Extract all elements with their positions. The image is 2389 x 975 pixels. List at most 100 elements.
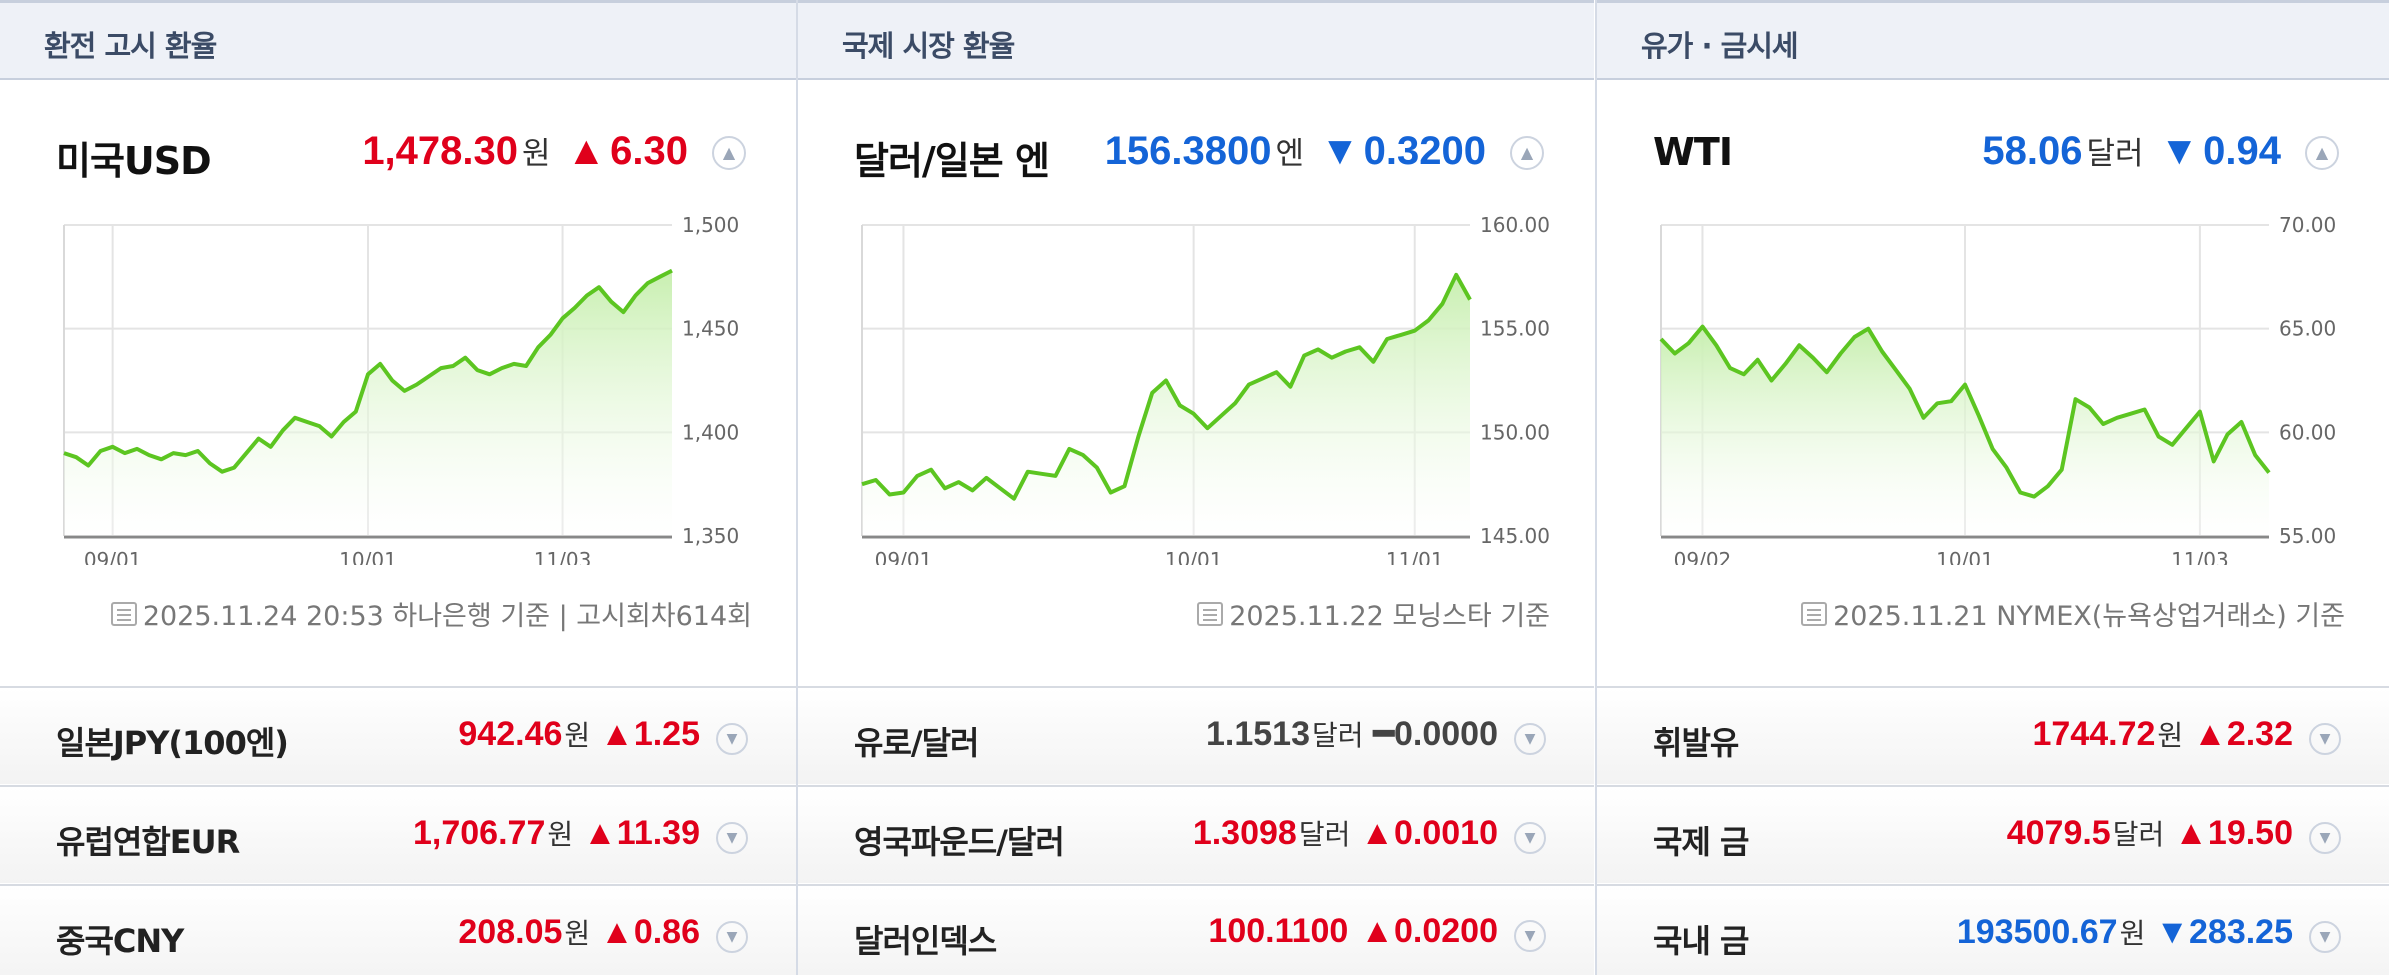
expand-chevron-down-icon[interactable]: ▼ — [716, 723, 748, 755]
row-quote: 4079.5 달러 ▲ 19.50 ▼ — [2007, 813, 2341, 856]
change-arrow-icon: ▼ — [1320, 129, 1360, 173]
change-arrow-icon: ▲ — [600, 913, 634, 951]
series-area — [862, 274, 1470, 536]
x-tick-label: 11/01 — [1386, 548, 1444, 565]
panel-header-title[interactable]: 국제 시장 환율 — [842, 29, 1015, 63]
expand-chevron-down-icon[interactable]: ▼ — [716, 921, 748, 953]
x-tick-label: 10/01 — [1936, 548, 1994, 565]
row-name[interactable]: 국내 금 — [1653, 922, 1749, 960]
row-value: 1.1513 — [1205, 715, 1310, 753]
panel-header-title[interactable]: 환전 고시 환율 — [44, 29, 217, 63]
source-text: 2025.11.22 모닝스타 기준 — [1229, 601, 1550, 632]
list-item[interactable]: 유럽연합EUR 1,706.77 원 ▲ 11.39 ▼ — [0, 785, 796, 883]
row-name[interactable]: 유로/달러 — [854, 724, 979, 762]
expand-chevron-down-icon[interactable]: ▼ — [1514, 822, 1546, 854]
y-tick-label: 1,500 — [682, 213, 739, 237]
list-item[interactable]: 영국파운드/달러 1.3098 달러 ▲ 0.0010 ▼ — [798, 785, 1594, 883]
column-divider — [796, 0, 798, 975]
source-info: 2025.11.22 모닝스타 기준 — [1197, 594, 1550, 633]
row-value: 193500.67 — [1956, 913, 2118, 951]
panel-header[interactable]: 국제 시장 환율 — [798, 0, 1594, 80]
main-unit: 원 — [522, 136, 551, 172]
list-item[interactable]: 일본JPY(100엔) 942.46 원 ▲ 1.25 ▼ — [0, 686, 796, 784]
usd-chart[interactable]: 1,350 1,400 1,450 1,500 09/01 10/01 11/03 — [0, 205, 796, 565]
main-currency-name[interactable]: 달러/일본 엔 — [854, 139, 1050, 183]
main-value: 58.06 — [1982, 129, 2083, 173]
main-unit: 달러 — [2086, 136, 2144, 172]
row-name[interactable]: 중국CNY — [56, 922, 184, 960]
panel-header[interactable]: 유가 · 금시세 — [1597, 0, 2389, 80]
row-unit: 원 — [547, 818, 574, 851]
change-arrow-icon: ▼ — [2155, 913, 2189, 951]
row-unit: 원 — [2157, 719, 2184, 752]
row-unit: 원 — [564, 719, 591, 752]
row-change: 0.86 — [633, 913, 700, 951]
list-item[interactable]: 휘발유 1744.72 원 ▲ 2.32 ▼ — [1597, 686, 2389, 784]
series-area — [1661, 326, 2269, 536]
expand-chevron-down-icon[interactable]: ▼ — [2309, 723, 2341, 755]
panel-international-fx: 국제 시장 환율 달러/일본 엔 156.3800 엔 ▼ 0.3200 ▲ 1… — [798, 0, 1594, 975]
no-change-dash-icon: ━ — [1373, 715, 1394, 753]
row-value: 1,706.77 — [413, 814, 546, 852]
panel-header[interactable]: 환전 고시 환율 — [0, 0, 796, 80]
y-tick-label: 70.00 — [2279, 213, 2336, 237]
row-name[interactable]: 유럽연합EUR — [56, 823, 240, 861]
list-item[interactable]: 유로/달러 1.1513 달러 ━ 0.0000 ▼ — [798, 686, 1594, 784]
main-commodity-name[interactable]: WTI — [1653, 130, 1733, 174]
main-currency-name[interactable]: 미국USD — [56, 139, 212, 183]
row-name[interactable]: 달러인덱스 — [854, 922, 997, 960]
row-name[interactable]: 일본JPY(100엔) — [56, 724, 289, 762]
row-change: 0.0000 — [1394, 715, 1498, 753]
x-tick-label: 11/03 — [2171, 548, 2229, 565]
collapse-chevron-up-icon[interactable]: ▲ — [2305, 136, 2339, 170]
expand-chevron-down-icon[interactable]: ▼ — [2309, 921, 2341, 953]
panel-oil-gold: 유가 · 금시세 WTI 58.06 달러 ▼ 0.94 ▲ 55.00 60.0… — [1597, 0, 2389, 975]
list-item[interactable]: 국제 금 4079.5 달러 ▲ 19.50 ▼ — [1597, 785, 2389, 883]
document-icon — [110, 601, 137, 626]
expand-chevron-down-icon[interactable]: ▼ — [1514, 723, 1546, 755]
jpy-chart[interactable]: 145.00 150.00 155.00 160.00 09/01 10/01 11/01 — [798, 205, 1596, 565]
x-tick-label: 11/03 — [534, 548, 592, 565]
x-tick-label: 09/01 — [875, 548, 933, 565]
main-change: 0.94 — [2203, 129, 2281, 173]
row-name[interactable]: 국제 금 — [1653, 823, 1749, 861]
expand-chevron-down-icon[interactable]: ▼ — [2309, 822, 2341, 854]
row-value: 4079.5 — [2006, 814, 2111, 852]
series-line — [1659, 324, 2271, 499]
change-arrow-icon: ▲ — [1360, 912, 1394, 950]
y-tick-label: 1,450 — [682, 317, 739, 341]
wti-chart[interactable]: 55.00 60.00 65.00 70.00 09/02 10/01 11/03 — [1597, 205, 2389, 565]
change-arrow-icon: ▲ — [1360, 814, 1394, 852]
change-arrow-icon: ▲ — [583, 814, 617, 852]
change-arrow-icon: ▲ — [2193, 715, 2227, 753]
main-quote: 1,478.30 원 ▲ 6.30 ▲ — [362, 128, 746, 176]
collapse-chevron-up-icon[interactable]: ▲ — [712, 136, 746, 170]
row-unit: 달러 — [1298, 818, 1351, 851]
list-item[interactable]: 달러인덱스 100.1100 ▲ 0.0200 ▼ — [798, 884, 1594, 975]
main-change: 0.3200 — [1363, 129, 1486, 173]
row-quote: 193500.67 원 ▼ 283.25 ▼ — [1957, 912, 2341, 955]
row-name[interactable]: 휘발유 — [1653, 724, 1739, 762]
row-unit: 원 — [564, 917, 591, 950]
row-change: 0.0200 — [1394, 912, 1498, 950]
row-value: 1744.72 — [2032, 715, 2156, 753]
row-unit: 달러 — [2112, 818, 2165, 851]
row-value: 942.46 — [458, 715, 563, 753]
expand-chevron-down-icon[interactable]: ▼ — [716, 822, 748, 854]
change-arrow-icon: ▲ — [600, 715, 634, 753]
collapse-chevron-up-icon[interactable]: ▲ — [1510, 136, 1544, 170]
list-item[interactable]: 국내 금 193500.67 원 ▼ 283.25 ▼ — [1597, 884, 2389, 975]
series-line — [63, 268, 673, 474]
list-item[interactable]: 중국CNY 208.05 원 ▲ 0.86 ▼ — [0, 884, 796, 975]
source-info: 2025.11.24 20:53 하나은행 기준 | 고시회차614회 — [110, 594, 752, 633]
row-quote: 1.3098 달러 ▲ 0.0010 ▼ — [1193, 813, 1546, 856]
row-change: 0.0010 — [1394, 814, 1498, 852]
expand-chevron-down-icon[interactable]: ▼ — [1514, 920, 1546, 952]
row-name[interactable]: 영국파운드/달러 — [854, 823, 1065, 861]
row-quote: 1,706.77 원 ▲ 11.39 ▼ — [413, 813, 748, 856]
y-tick-label: 60.00 — [2279, 420, 2336, 444]
change-arrow-icon: ▼ — [2159, 129, 2200, 173]
x-tick-label: 09/01 — [84, 548, 142, 565]
panel-header-title[interactable]: 유가 · 금시세 — [1641, 29, 1799, 63]
row-change: 2.32 — [2226, 715, 2293, 753]
